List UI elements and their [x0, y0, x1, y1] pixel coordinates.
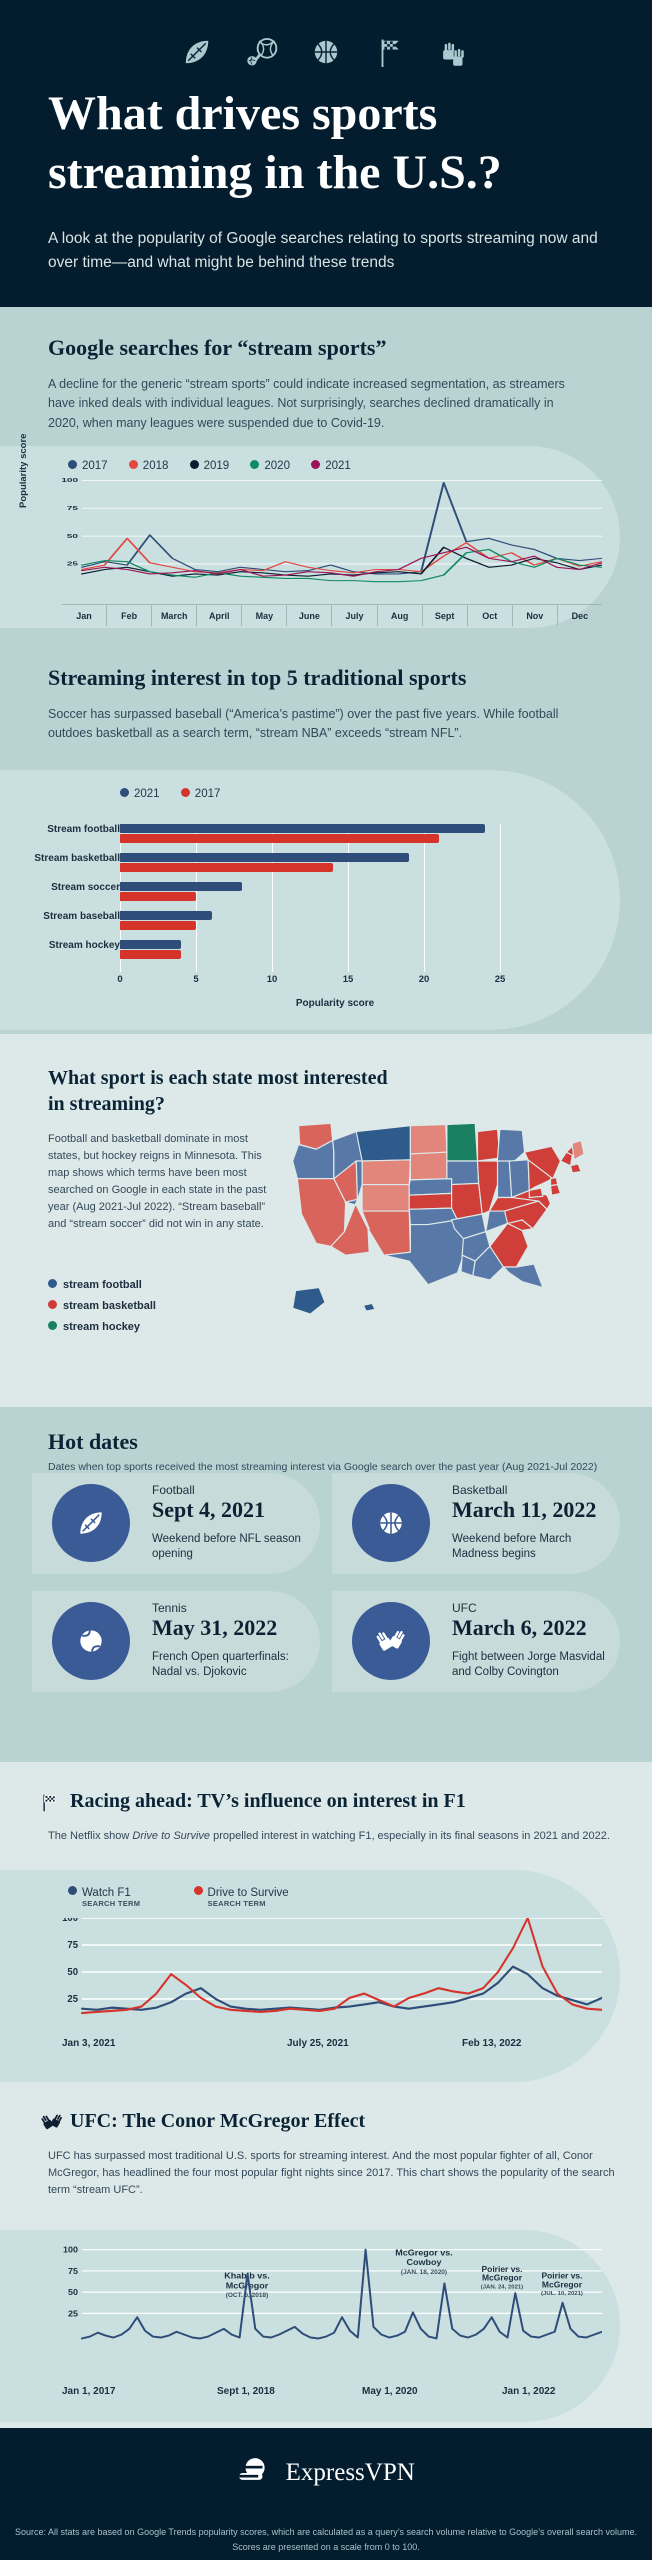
svg-text:50: 50 — [67, 1967, 78, 1978]
svg-text:McGregor vs.: McGregor vs. — [395, 2248, 452, 2258]
svg-text:McGregor: McGregor — [542, 2279, 583, 2289]
svg-text:50: 50 — [67, 533, 79, 539]
svg-text:50: 50 — [68, 2287, 78, 2297]
svg-text:25: 25 — [67, 1994, 78, 2005]
svg-text:(JAN. 18, 2020): (JAN. 18, 2020) — [401, 2269, 447, 2276]
svg-text:(JAN. 24, 2021): (JAN. 24, 2021) — [481, 2284, 524, 2290]
svg-text:100: 100 — [62, 477, 79, 483]
svg-text:25: 25 — [68, 2308, 78, 2318]
svg-text:Cowboy: Cowboy — [407, 2257, 442, 2267]
svg-text:(JUL. 10, 2021): (JUL. 10, 2021) — [541, 2291, 583, 2297]
svg-text:75: 75 — [67, 1940, 78, 1951]
svg-text:75: 75 — [68, 2266, 78, 2276]
svg-text:(OCT. 6, 2018): (OCT. 6, 2018) — [226, 2292, 269, 2299]
svg-text:100: 100 — [63, 2245, 78, 2255]
svg-text:25: 25 — [67, 561, 79, 567]
svg-text:McGregor: McGregor — [482, 2273, 523, 2283]
svg-text:75: 75 — [67, 505, 79, 511]
svg-text:100: 100 — [62, 1918, 78, 1924]
